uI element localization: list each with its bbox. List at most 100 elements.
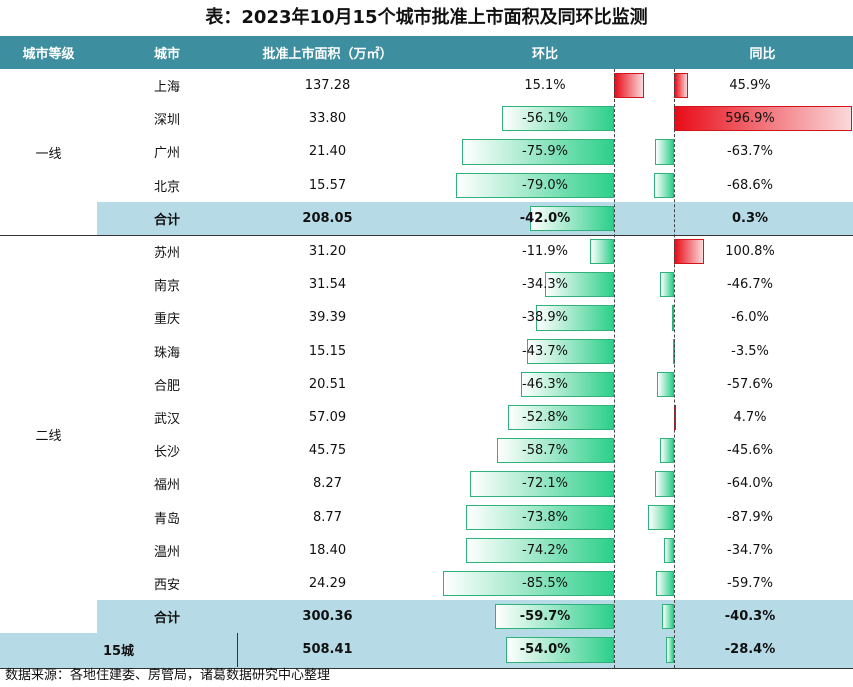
mom-value: -73.8% [522,509,568,525]
mom-value: -79.0% [522,177,568,193]
mom-bar [590,239,614,265]
subtotal-label: 合计 [153,611,180,627]
yoy-bar [674,73,688,99]
grand-total-mom-value: -54.0% [519,642,571,658]
subtotal-row-bg [97,201,853,235]
group-divider [0,235,853,236]
tier-label: 一线 [35,146,62,162]
area-value: 8.27 [313,476,342,492]
subtotal-yoy-value: 0.3% [731,210,769,226]
mom-bar [462,139,614,165]
yoy-bar [656,371,674,397]
grand-total-yoy-value: -28.4% [724,642,776,658]
yoy-bar [654,471,674,497]
area-value: 33.80 [308,111,347,127]
yoy-value: -6.0% [731,310,769,326]
mom-bar [456,172,614,198]
city-name: 广州 [153,146,180,162]
mom-bar [465,537,614,563]
subtotal-mom-bar [494,604,614,630]
yoy-value: -34.7% [727,542,773,558]
area-value: 57.09 [308,410,347,426]
yoy-bar [674,106,852,132]
mom-bar [466,504,614,530]
header-mom: 环比 [418,36,672,69]
grand-total-mom-bar [506,637,614,663]
yoy-value: -68.6% [727,177,773,193]
subtotal-yoy-value: -40.3% [724,609,776,625]
yoy-bar [674,239,705,265]
mom-value: 15.1% [524,78,566,93]
city-name: 合肥 [153,378,180,394]
yoy-bar [660,272,674,298]
mom-bar [536,305,614,331]
grand-total-area: 508.41 [302,642,353,658]
mom-bar [614,73,645,99]
city-name: 珠海 [153,345,180,361]
city-name: 南京 [153,279,180,295]
mom-value: -38.9% [522,310,568,326]
subtotal-label: 合计 [153,212,180,228]
city-name: 福州 [153,478,180,494]
grand-total-yoy-bar [665,637,674,663]
area-value: 31.54 [308,277,347,293]
header-city: 城市 [97,36,237,69]
grand-total-label: 15城 [102,644,135,660]
area-value: 18.40 [308,542,347,558]
mom-bar [469,471,614,497]
mom-bar [526,338,614,364]
subtotal-row-bg [97,600,853,634]
area-value: 24.29 [308,576,347,592]
area-value: 8.77 [313,509,342,525]
yoy-bar [647,504,674,530]
header-area: 批准上市面积（万㎡） [237,36,418,69]
yoy-bar [663,537,674,563]
grand-total-row-bg [0,633,853,668]
area-value: 20.51 [308,376,347,392]
yoy-bar [656,571,674,597]
mom-value: -56.1% [522,111,568,127]
city-name: 西安 [153,578,180,594]
yoy-value: -64.0% [727,476,773,492]
mom-bar [508,405,614,431]
yoy-value: 45.9% [729,78,771,93]
city-name: 深圳 [153,113,180,129]
subtotal-yoy-bar [661,604,674,630]
yoy-value: 596.9% [725,111,775,127]
subtotal-area: 208.05 [302,210,353,226]
mom-bar [545,272,614,298]
yoy-value: -57.6% [727,376,773,392]
grand-total-divider [237,633,238,667]
area-value: 39.39 [308,310,347,326]
data-table: 城市等级 城市 批准上市面积（万㎡） 环比 同比 上海 137.28 15.1% 45.9% 深圳… [0,36,853,669]
mom-axis-line [614,69,615,668]
city-name: 苏州 [153,246,180,262]
city-name: 上海 [153,80,180,96]
header-tier: 城市等级 [0,36,97,69]
city-name: 温州 [153,544,180,560]
subtotal-mom-value: -59.7% [519,609,571,625]
source-note: 数据来源：各地住建委、房管局，诸葛数据研究中心整理 [5,668,331,683]
subtotal-mom-value: -42.0% [519,210,571,226]
mom-value: -75.9% [522,144,568,160]
subtotal-mom-bar [530,205,614,231]
mom-value: -85.5% [522,576,568,591]
yoy-bar [672,305,675,331]
city-name: 长沙 [153,445,180,461]
area-value: 21.40 [308,144,347,160]
area-value: 31.20 [308,244,347,260]
area-value: 15.57 [308,177,347,193]
yoy-value: 100.8% [725,244,775,259]
mom-bar [521,371,614,397]
mom-value: -74.2% [522,542,568,558]
yoy-value: -59.7% [727,576,773,591]
mom-value: -58.7% [522,443,568,459]
mom-bar [501,106,614,132]
yoy-bar [653,172,674,198]
yoy-value: -45.6% [727,443,773,459]
mom-value: -46.3% [522,376,568,392]
area-value: 137.28 [304,78,351,94]
city-name: 北京 [153,179,180,195]
yoy-value: -3.5% [731,343,769,359]
yoy-value: 4.7% [733,410,767,425]
